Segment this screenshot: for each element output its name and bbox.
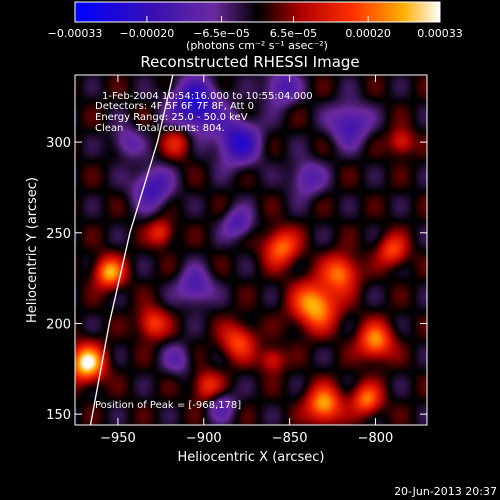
x-tick-label: −800 — [358, 431, 394, 446]
colorbar-ticks: −0.00033 −0.00020 −6.5e−05 6.5e−05 0.00020 0.… — [48, 16, 463, 40]
y-tick-label: 200 — [46, 317, 71, 332]
x-tick-label: −850 — [272, 431, 308, 446]
annotation-clean: Clean Total counts: 804. — [95, 123, 225, 134]
colorbar-tick-label: −6.5e−05 — [193, 27, 250, 40]
annotation-peak: Position of Peak = [-968,178] — [95, 400, 241, 411]
colorbar-tick-label: 0.00020 — [345, 27, 391, 40]
y-axis-title: Heliocentric Y (arcsec) — [25, 177, 40, 323]
colorbar-tick-label: −0.00020 — [120, 27, 175, 40]
colorbar: −0.00033 −0.00020 −6.5e−05 6.5e−05 0.00020 0.… — [48, 1, 463, 52]
colorbar-tick-label: 6.5e−05 — [270, 27, 317, 40]
heatmap-image — [75, 75, 427, 425]
plot-frame — [74, 74, 428, 426]
colorbar-tick-label: 0.00033 — [417, 27, 463, 40]
y-tick-label: 150 — [46, 408, 71, 423]
y-axis-ticks: 150 200 250 300 — [46, 136, 427, 423]
chart-title: Reconstructed RHESSI Image — [140, 53, 359, 71]
y-tick-label: 300 — [46, 136, 71, 151]
annotation-time: 1-Feb-2004 10:54:16.000 to 10:55:04.000 — [102, 91, 313, 102]
colorbar-unit-label: (photons cm⁻² s⁻¹ asec⁻²) — [186, 39, 328, 52]
x-tick-label: −900 — [186, 431, 222, 446]
colorbar-tick-label: −0.00033 — [48, 27, 103, 40]
annotation-detectors: Detectors: 4F 5F 6F 7F 8F, Att 0 — [95, 101, 254, 112]
timestamp: 20-Jun-2013 20:37 — [394, 485, 497, 498]
x-tick-label: −950 — [100, 431, 136, 446]
x-axis-title: Heliocentric X (arcsec) — [178, 450, 325, 465]
colorbar-gradient — [74, 1, 441, 23]
y-tick-label: 250 — [46, 227, 71, 242]
plot-area: −950 −900 −850 −800 150 200 250 300 1-Feb-2004… — [46, 74, 428, 446]
solar-limb-line — [89, 75, 174, 425]
x-axis-ticks: −950 −900 −850 −800 — [100, 75, 393, 446]
annotation-energy: Energy Range: 25.0 - 50.0 keV — [95, 112, 248, 123]
